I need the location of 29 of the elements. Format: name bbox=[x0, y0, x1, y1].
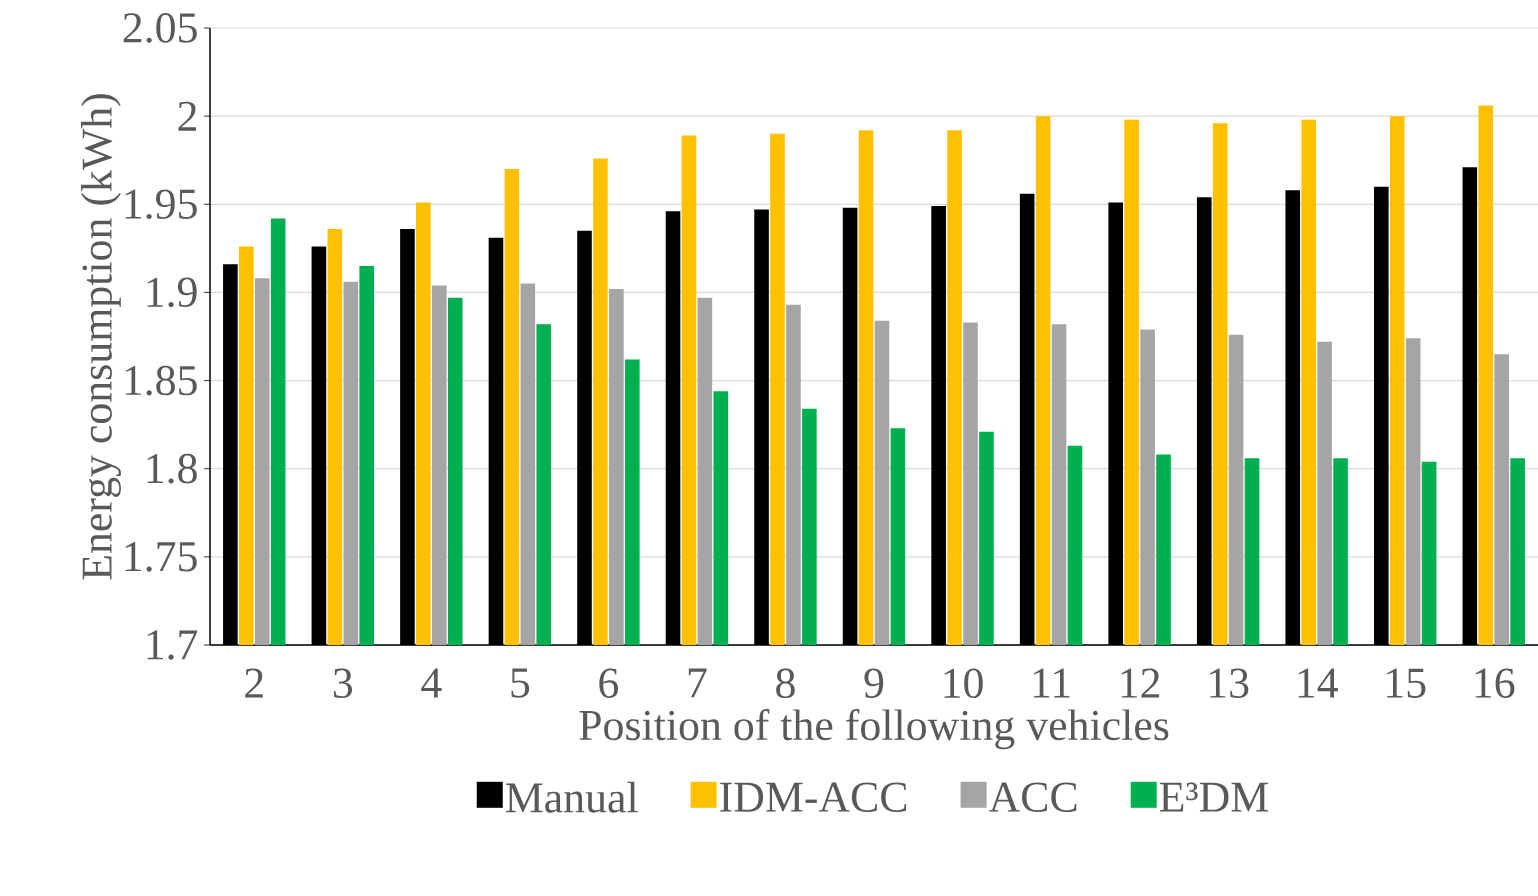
x-tick-label: 4 bbox=[421, 668, 442, 698]
x-tick-label: 11 bbox=[1033, 668, 1070, 698]
x-axis-title: Position of the following vehicles bbox=[579, 708, 1169, 750]
x-tick-label: 15 bbox=[1387, 668, 1426, 698]
x-tick-label: 14 bbox=[1298, 668, 1338, 698]
y-tick-label: 1.85 bbox=[125, 365, 197, 396]
x-tick-label: 3 bbox=[333, 668, 353, 698]
y-tick-label: 1.7 bbox=[147, 630, 198, 660]
legend-label: E³DM bbox=[1159, 782, 1268, 812]
x-tick-label: 8 bbox=[776, 668, 795, 699]
y-tick-label: 2.05 bbox=[123, 13, 197, 43]
y-tick-label: 1.8 bbox=[147, 453, 197, 484]
legend-label: Manual bbox=[506, 781, 638, 813]
x-tick-label: 13 bbox=[1210, 668, 1249, 698]
x-tick-label: 6 bbox=[599, 668, 619, 698]
y-tick-label: 1.95 bbox=[125, 189, 197, 220]
x-tick-label: 2 bbox=[245, 668, 263, 698]
legend-label: IDM-ACC bbox=[720, 782, 907, 812]
y-tick-label: 2 bbox=[178, 101, 197, 131]
x-tick-label: 9 bbox=[864, 668, 884, 698]
x-tick-label: 12 bbox=[1121, 668, 1160, 698]
legend-label: ACC bbox=[989, 782, 1077, 812]
y-tick-label: 1.75 bbox=[125, 542, 197, 572]
y-tick-label: 1.9 bbox=[147, 277, 197, 308]
x-tick-label: 10 bbox=[944, 668, 983, 699]
x-tick-label: 5 bbox=[511, 668, 530, 698]
y-axis-title: Energy consumption (kWh) bbox=[81, 94, 121, 580]
x-tick-label: 7 bbox=[688, 668, 707, 698]
x-tick-label: 16 bbox=[1475, 668, 1515, 698]
